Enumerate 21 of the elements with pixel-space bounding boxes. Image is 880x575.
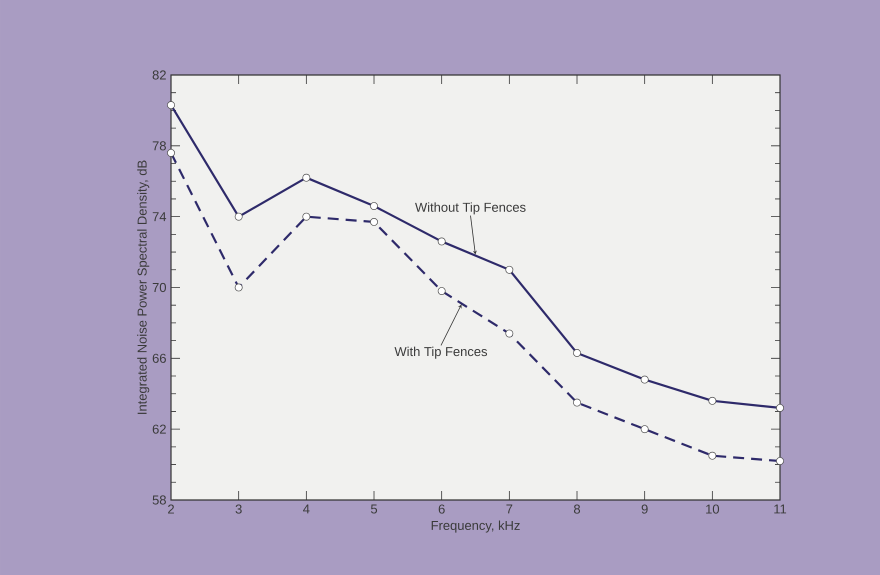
x-tick-label: 7 — [506, 504, 512, 514]
y-tick-label: 78 — [152, 141, 166, 150]
x-tick-label: 9 — [642, 504, 648, 514]
x-tick-label: 4 — [303, 504, 310, 514]
y-tick-label: 62 — [152, 424, 166, 434]
x-tick-label: 8 — [574, 504, 580, 514]
y-tick-label: 82 — [152, 70, 166, 80]
x-axis-title: Frequency, kHz — [432, 520, 520, 533]
x-tick-label: 3 — [236, 504, 242, 514]
y-tick-label: 70 — [152, 282, 166, 292]
y-tick-label: 66 — [152, 354, 166, 363]
x-tick-label: 2 — [168, 504, 174, 514]
x-tick-label: 11 — [774, 504, 786, 514]
annotation: Without Tip Fences — [415, 202, 526, 214]
x-tick-label: 6 — [438, 504, 445, 514]
annotation: With Tip Fences — [394, 346, 488, 359]
x-tick-label: 10 — [706, 504, 720, 514]
y-axis-title: Integrated Noise Power Spectral Density, dB — [137, 160, 150, 414]
x-tick-label: 5 — [370, 504, 378, 514]
y-tick-label: 58 — [152, 495, 166, 505]
y-tick-label: 74 — [152, 212, 166, 222]
